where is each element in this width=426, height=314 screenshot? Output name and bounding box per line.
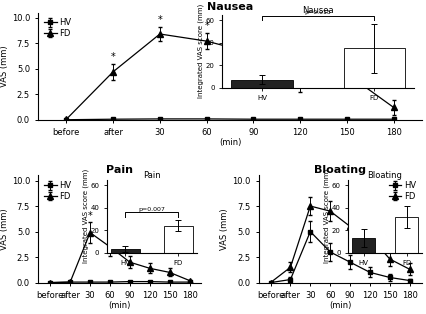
Text: *: * [111,52,115,62]
Text: *: * [345,51,349,61]
X-axis label: (min): (min) [109,301,131,310]
Text: *: * [158,15,162,25]
Title: Bloating: Bloating [314,165,366,175]
Text: *: * [251,33,256,43]
Y-axis label: VAS (mm): VAS (mm) [220,208,229,250]
Title: Pain: Pain [106,165,133,175]
Text: *: * [204,21,209,31]
Text: *: * [368,215,372,225]
X-axis label: (min): (min) [329,301,351,310]
Legend: HV, FD: HV, FD [387,180,417,203]
Legend: HV, FD: HV, FD [43,17,73,40]
X-axis label: (min): (min) [219,138,241,148]
Text: *: * [298,60,302,70]
Y-axis label: VAS (mm): VAS (mm) [0,45,9,87]
Title: Nausea: Nausea [207,2,253,12]
Legend: HV, FD: HV, FD [43,180,73,203]
Y-axis label: VAS (mm): VAS (mm) [0,208,9,250]
Text: *: * [88,211,92,221]
